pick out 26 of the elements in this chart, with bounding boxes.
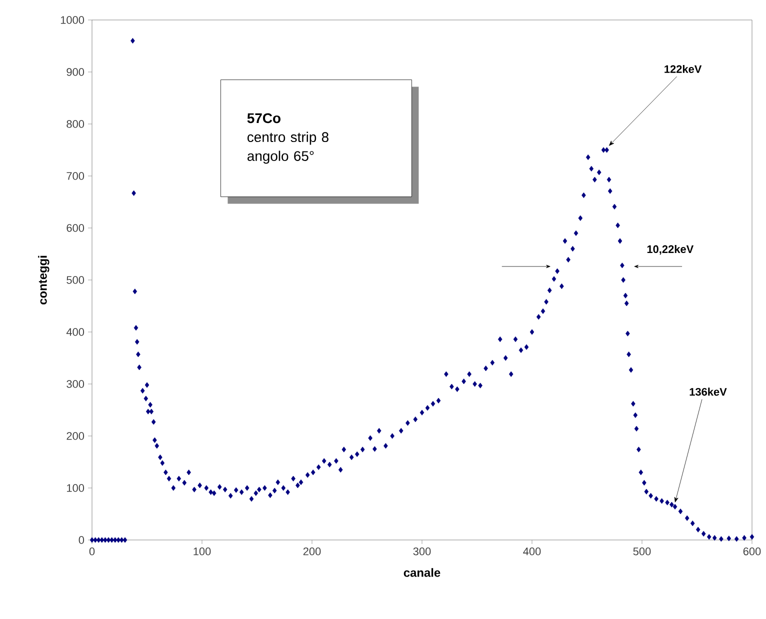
x-tick-label: 100 (194, 548, 211, 556)
y-tick-label: 700 (66, 172, 84, 180)
y-tick-label: 800 (66, 120, 84, 128)
x-tick-label: 600 (743, 548, 761, 556)
y-tick-label: 300 (66, 380, 84, 388)
x-tick-label: 400 (523, 548, 541, 556)
x-tick-label: 0 (89, 548, 95, 556)
y-tick-label: 1000 (60, 16, 84, 24)
annotation: 57Co (247, 113, 280, 124)
y-tick-label: 200 (66, 432, 84, 440)
y-tick-label: 600 (66, 224, 84, 232)
annotation: 10,22keV (647, 245, 694, 255)
x-tick-label: 500 (633, 548, 651, 556)
y-tick-label: 900 (66, 68, 84, 76)
x-tick-label: 200 (303, 548, 321, 556)
annotation: angolo 65° (248, 150, 314, 164)
y-tick-label: 500 (66, 276, 84, 284)
x-axis-title: canale (404, 568, 440, 577)
annotation: centro strip 8 (248, 132, 328, 145)
y-tick-label: 400 (66, 328, 84, 336)
x-tick-label: 300 (413, 548, 431, 556)
annotation: 136keV (690, 388, 727, 396)
y-tick-label: 100 (67, 484, 84, 492)
y-tick-label: 0 (78, 536, 84, 544)
annotation: 122keV (664, 64, 702, 74)
y-axis-title: conteggi (38, 256, 50, 304)
